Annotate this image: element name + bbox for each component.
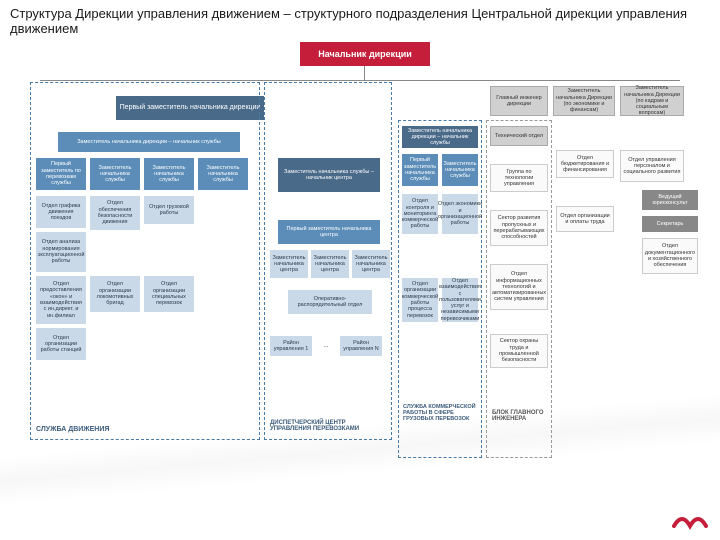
svc-box: Отдел анализа нормирования эксплуатацион… [36,232,86,272]
svc-col2-head: Заместитель начальника службы [90,158,140,190]
eng-box: Отдел информационных технологий и автома… [490,264,548,310]
zone-commerce-label: СЛУЖБА КОММЕРЧЕСКОЙ РАБОТЫ В СФЕРЕ ГРУЗО… [403,404,477,422]
dispatch-rayon-dots: … [316,336,336,356]
svc-col3-head: Заместитель начальника службы [144,158,194,190]
svc-col4-head: Заместитель начальника службы [198,158,248,190]
commerce-box: Отдел взаимодействия с пользователями ус… [442,278,478,322]
dispatch-rayon: Район управления 1 [270,336,312,356]
company-logo-icon [672,506,708,532]
svc-box: Отдел обеспечения безопасности движения [90,196,140,230]
connector [364,66,365,80]
labor-dept: Отдел организации и оплаты труда [556,206,614,232]
commerce-head2: Заместитель начальника службы [442,154,478,186]
deputy-hr: Заместитель начальника Дирекции (по кадр… [620,86,684,116]
commerce-box: Отдел экономики и организационной работы [442,194,478,234]
zone-dispatch-label: ДИСПЕТЧЕРСКИЙ ЦЕНТР УПРАВЛЕНИЯ ПЕРЕВОЗКА… [270,420,386,432]
eng-box: Сектор развития пропускных и перерабатыв… [490,210,548,246]
eng-box: Группа по технологии управления [490,164,548,192]
commerce-dep: Заместитель начальника дирекции – началь… [402,126,478,148]
svc-box: Отдел организации работы станций [36,328,86,360]
tech-dept: Технический отдел [490,126,548,146]
commerce-head1: Первый заместитель начальника службы [402,154,438,186]
secretary: Секретарь [642,216,698,232]
page-title: Структура Дирекции управления движением … [10,6,720,36]
connector [40,80,680,81]
dispatch-sub: Заместитель начальника центра [311,250,349,278]
zone-engineer-label: БЛОК ГЛАВНОГО ИНЖЕНЕРА [492,410,546,422]
dispatch-sub: Заместитель начальника центра [270,250,308,278]
dispatch-oper: Оперативно-распорядительный отдел [288,290,372,314]
svc-box: Отдел грузовой работы [144,196,194,224]
svc-box: Отдел графика движения поездов [36,196,86,228]
jurist: Ведущий юрисконсульт [642,190,698,210]
svc-col1-head: Первый заместитель по перевозкам службы [36,158,86,190]
admin-dept: Отдел документационного и хозяйственного… [642,238,698,274]
dispatch-rayon: Район управления N [340,336,382,356]
svc-box: Отдел предоставления «окон» и взаимодейс… [36,276,86,324]
svc-box: Отдел организации локомотивных бригад [90,276,140,312]
dispatch-head: Заместитель начальника службы – начальни… [278,158,380,192]
eng-box: Сектор охраны труда и промышленной безоп… [490,334,548,368]
head-director: Начальник дирекции [300,42,430,66]
deputy-service-head: Заместитель начальника дирекции – началь… [58,132,240,152]
chief-engineer: Главный инженер дирекции [490,86,548,116]
zone-service-label: СЛУЖБА ДВИЖЕНИЯ [36,426,109,433]
dispatch-sub: Заместитель начальника центра [352,250,390,278]
personnel-dept: Отдел управления персоналом и социальног… [620,150,684,182]
deputy-economics: Заместитель начальника Дирекции (по экон… [553,86,615,116]
budget-dept: Отдел бюджетирования и финансирования [556,150,614,178]
commerce-box: Отдел организации коммерческой работы пр… [402,278,438,322]
commerce-box: Отдел контроля и мониторинга коммерческо… [402,194,438,234]
svc-box: Отдел организации специальных перевозок [144,276,194,312]
dispatch-first-dep: Первый заместитель начальника центра [278,220,380,244]
